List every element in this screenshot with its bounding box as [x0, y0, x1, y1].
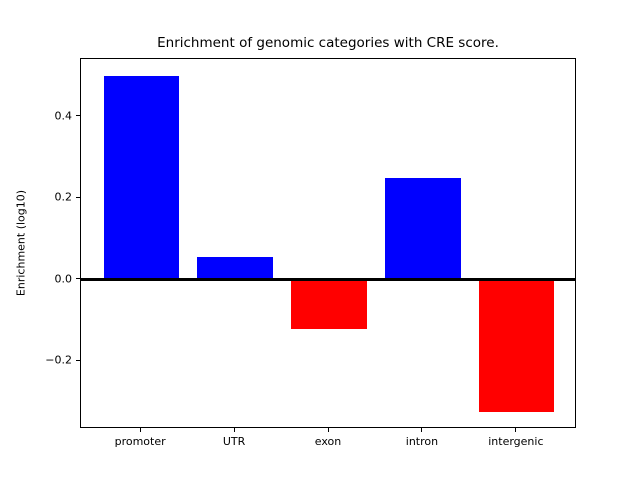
bar-promoter	[103, 75, 179, 280]
x-tick-label-intron: intron	[405, 435, 439, 448]
y-tick-label: 0.4	[54, 109, 73, 123]
bar-exon	[291, 279, 367, 329]
y-tick-mark	[76, 359, 80, 361]
chart-title: Enrichment of genomic categories with CR…	[157, 35, 499, 51]
y-tick-mark	[76, 115, 80, 117]
x-tick-mark	[515, 428, 517, 432]
y-tick-label: 0.0	[54, 272, 73, 286]
bar-UTR	[197, 257, 273, 280]
x-tick-mark	[421, 428, 423, 432]
x-tick-label-exon: exon	[314, 435, 342, 448]
bar-intron	[385, 177, 461, 280]
y-tick-label: −0.2	[45, 353, 72, 367]
y-tick-label: 0.2	[54, 190, 73, 204]
bar-intergenic	[479, 279, 555, 413]
x-tick-mark	[327, 428, 329, 432]
y-axis-label: Enrichment (log10)	[14, 189, 28, 297]
x-tick-label-UTR: UTR	[222, 435, 246, 448]
x-tick-mark	[139, 428, 141, 432]
x-tick-mark	[233, 428, 235, 432]
zero-axis-line	[81, 278, 575, 282]
y-tick-mark	[76, 196, 80, 198]
x-tick-label-intergenic: intergenic	[488, 435, 544, 448]
plot-area	[80, 58, 576, 428]
x-tick-label-promoter: promoter	[114, 435, 166, 448]
y-tick-mark	[76, 278, 80, 280]
